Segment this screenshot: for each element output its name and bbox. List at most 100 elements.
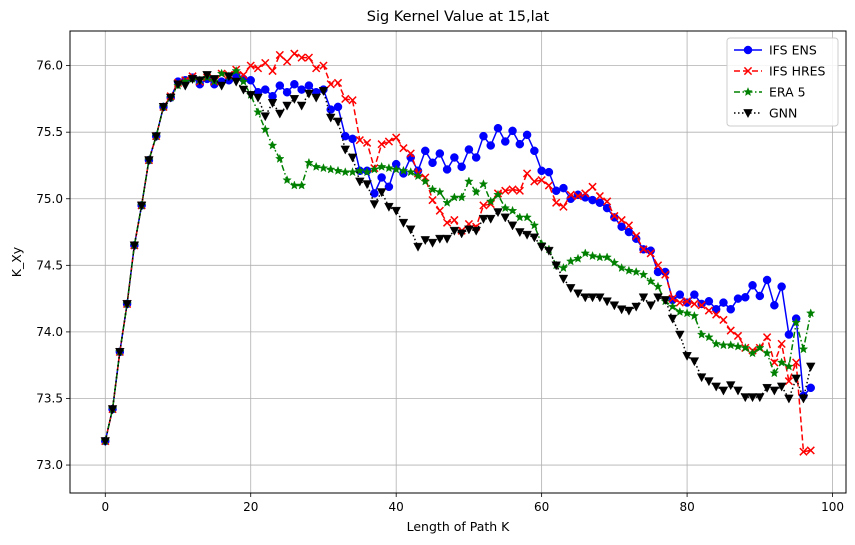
marker-stroke [319, 61, 328, 70]
data-point-gnn [202, 71, 212, 80]
data-point-era-5 [326, 164, 336, 174]
data-point-gnn [536, 242, 547, 252]
data-point-ifs-hres [588, 182, 597, 191]
data-point-era-5 [406, 167, 416, 177]
data-point-ifs-ens [290, 80, 299, 89]
data-point-ifs-hres [784, 377, 794, 386]
data-point-ifs-ens [559, 183, 568, 193]
marker-stroke [792, 358, 801, 367]
data-point-ifs-ens [268, 91, 277, 101]
data-point-ifs-hres [515, 186, 524, 195]
y-tick-label: 74.0 [36, 325, 63, 339]
data-point-era-5 [522, 212, 532, 222]
marker-stroke [362, 138, 372, 147]
data-point-era-5 [689, 310, 700, 320]
data-point-ifs-hres [442, 218, 452, 227]
data-point-gnn [507, 221, 518, 231]
data-point-era-5 [558, 263, 569, 272]
data-point-gnn [565, 284, 576, 293]
data-point-era-5 [347, 167, 358, 177]
data-point-era-5 [638, 269, 649, 279]
data-point-era-5 [391, 164, 401, 174]
data-point-ifs-ens [748, 281, 757, 290]
data-point-ifs-hres [522, 169, 532, 178]
marker-stroke [799, 447, 808, 456]
x-axis-label: Length of Path K [407, 519, 511, 534]
data-point-gnn [653, 293, 663, 303]
data-point-gnn [405, 225, 416, 235]
data-point-gnn [173, 80, 183, 90]
marker-stroke [428, 195, 437, 205]
marker-stroke [392, 133, 401, 142]
data-point-era-5 [355, 165, 365, 175]
marker-stroke [377, 140, 386, 149]
data-point-gnn [398, 218, 409, 228]
data-point-gnn [660, 296, 671, 305]
data-point-gnn [107, 405, 118, 415]
series-gnn [100, 71, 816, 447]
axes-frame [69, 30, 847, 494]
data-point-gnn [209, 75, 220, 84]
data-point-ifs-hres [617, 215, 626, 225]
data-point-gnn [129, 241, 140, 251]
legend: IFS ENS IFS HRES ERA 5 GNN [726, 37, 839, 127]
data-point-ifs-ens [784, 330, 794, 339]
data-point-era-5 [609, 257, 620, 267]
data-point-ifs-hres [806, 446, 815, 455]
data-point-ifs-ens [435, 149, 445, 158]
data-point-era-5 [275, 153, 285, 163]
data-point-ifs-hres [559, 202, 568, 211]
data-point-gnn [522, 230, 532, 240]
data-point-era-5 [384, 163, 394, 173]
data-point-gnn [733, 386, 743, 396]
data-point-era-5 [369, 164, 380, 174]
data-point-gnn [595, 293, 605, 303]
data-point-ifs-hres [406, 149, 415, 158]
marker-stroke [712, 310, 721, 319]
ticks: 0 20 40 60 80 100 73.0 73.5 74.0 74.5 75.0 75.5 76.0 [36, 59, 844, 514]
data-point-ifs-ens [479, 131, 488, 141]
data-point-gnn [529, 233, 540, 243]
data-point-ifs-hres [537, 175, 546, 185]
marker-stroke [261, 58, 270, 68]
data-point-gnn [551, 261, 561, 271]
data-point-gnn [340, 145, 351, 155]
data-point-ifs-ens [719, 298, 728, 307]
data-point-ifs-ens [282, 87, 292, 97]
data-point-ifs-hres [282, 57, 292, 66]
data-point-era-5 [471, 187, 481, 197]
data-point-era-5 [282, 175, 292, 185]
data-point-ifs-ens [522, 130, 532, 140]
data-point-ifs-ens [588, 195, 597, 205]
data-point-ifs-ens [777, 282, 786, 291]
data-point-era-5 [376, 161, 387, 171]
y-tick-label: 74.5 [36, 258, 63, 272]
data-point-ifs-hres [508, 185, 517, 194]
marker-stroke [501, 186, 510, 195]
data-point-gnn [384, 202, 394, 212]
data-point-gnn [667, 314, 678, 324]
data-point-ifs-ens [537, 166, 546, 176]
data-point-gnn [682, 352, 692, 361]
data-point-era-5 [216, 68, 227, 78]
marker-stroke [268, 66, 277, 76]
marker-stroke [617, 215, 626, 225]
data-point-ifs-ens [595, 198, 605, 208]
data-point-gnn [100, 437, 111, 447]
data-point-era-5 [798, 344, 809, 354]
data-point-gnn [435, 234, 445, 244]
data-point-ifs-hres [762, 333, 772, 342]
data-point-gnn [769, 386, 780, 396]
data-point-ifs-hres [253, 64, 263, 73]
data-point-gnn [755, 393, 765, 403]
data-point-ifs-hres [268, 66, 277, 76]
marker-stroke [515, 186, 524, 195]
data-point-ifs-ens [428, 158, 437, 168]
data-point-ifs-hres [668, 294, 677, 303]
marker-stroke [602, 197, 612, 206]
data-point-ifs-hres [246, 61, 255, 70]
data-point-ifs-hres [719, 315, 728, 325]
data-point-era-5 [398, 165, 409, 175]
marker-stroke [442, 218, 452, 227]
